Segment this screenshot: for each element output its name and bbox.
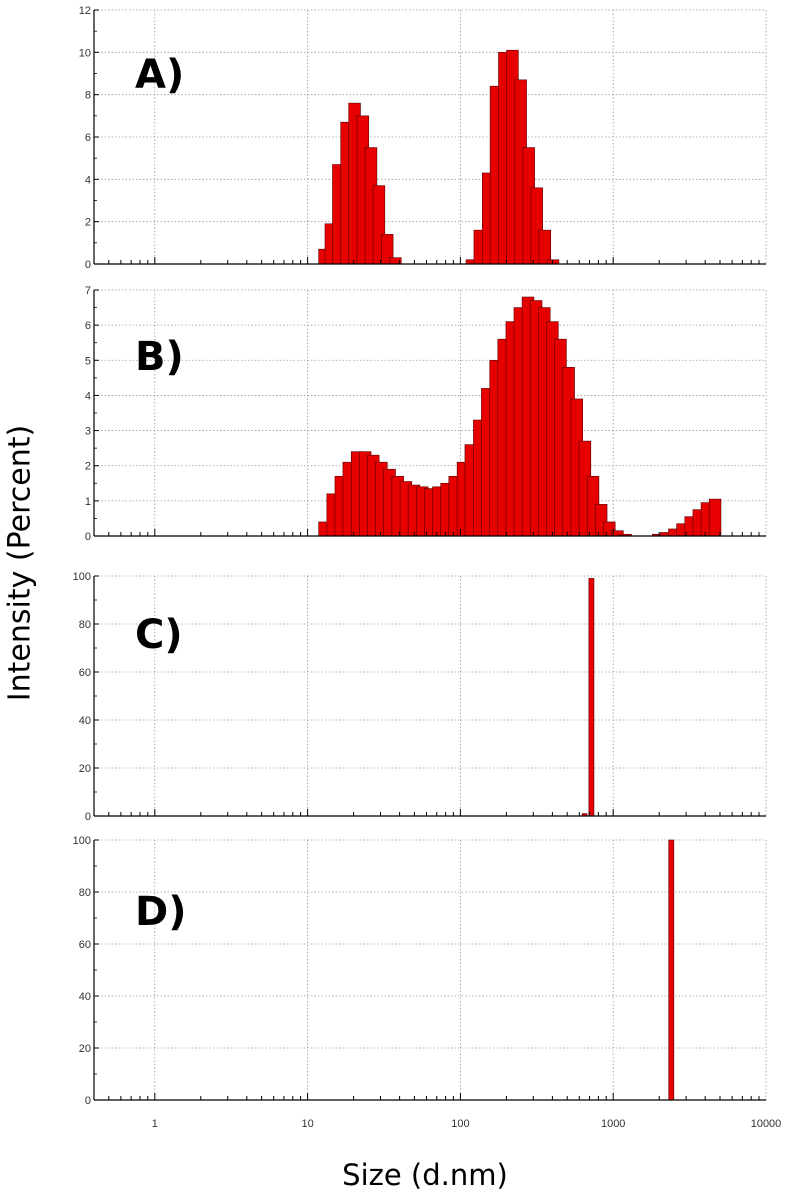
y-tick-label: 2 [85,461,91,473]
y-tick-label: 0 [85,1095,91,1107]
y-tick-label: 20 [79,763,91,775]
y-tick-label: 60 [79,939,91,951]
plot-area [94,576,766,816]
y-tick-label: 5 [85,355,91,367]
histogram-bar [588,578,595,817]
y-tick-label: 10 [79,47,91,59]
histogram-bar [538,229,552,265]
x-tick-label: 100 [451,1118,469,1130]
x-tick-label: 10000 [751,1118,782,1130]
y-tick-label: 4 [85,390,91,402]
histogram-bar [668,839,675,1101]
panel-label: A) [135,52,184,98]
y-tick-label: 20 [79,1043,91,1055]
y-tick-label: 2 [85,217,91,229]
panel-label: C) [135,612,183,658]
y-tick-label: 40 [79,715,91,727]
x-tick-label: 10 [301,1118,313,1130]
x-tick-label: 1 [152,1118,158,1130]
y-tick-label: 80 [79,887,91,899]
chart-panel-c: 0 20 40 60 80 100 C) [73,571,767,823]
panel-label: B) [135,334,184,380]
y-tick-label: 8 [85,90,91,102]
y-tick-label: 1 [85,496,91,508]
chart-panel-b: 0 1 2 3 4 5 6 7 B) [85,285,767,543]
y-tick-label: 6 [85,320,91,332]
y-tick-label: 100 [73,835,91,847]
y-axis-title: Intensity (Percent) [2,424,38,702]
y-tick-label: 40 [79,991,91,1003]
x-tick-label: 1000 [601,1118,625,1130]
y-tick-label: 80 [79,619,91,631]
y-tick-label: 6 [85,132,91,144]
y-tick-label: 100 [73,571,91,583]
y-tick-label: 0 [85,531,91,543]
y-tick-label: 0 [85,811,91,823]
chart-panel-a: 0 2 4 6 8 10 12 A) [79,5,767,271]
plot-area [94,840,766,1100]
y-tick-label: 60 [79,667,91,679]
y-tick-label: 12 [79,5,91,17]
chart-panel-d: 0 20 40 60 80 100 1 10 100 1000 10000 D) [73,835,782,1130]
y-tick-label: 3 [85,426,91,438]
y-tick-label: 4 [85,174,91,186]
y-tick-label: 0 [85,259,91,271]
panel-label: D) [135,889,186,935]
x-axis-title: Size (d.nm) [342,1158,508,1192]
histogram-bar [708,498,722,537]
histogram-bar [546,259,560,265]
y-tick-label: 7 [85,285,91,297]
